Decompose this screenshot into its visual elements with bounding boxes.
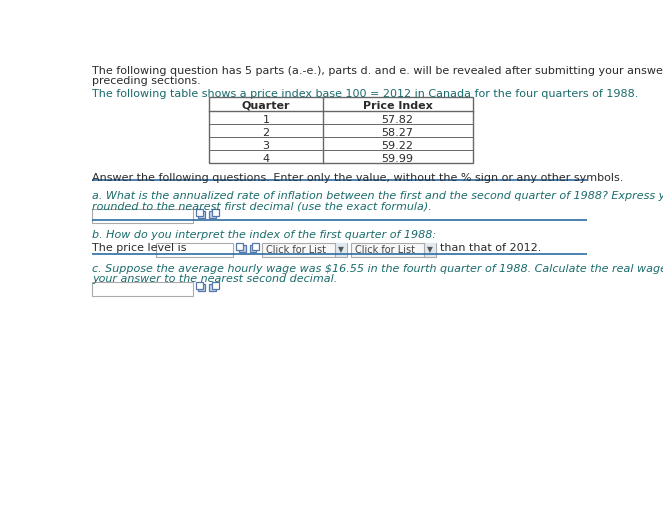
Text: a. What is the annualized rate of inflation between the first and the second qua: a. What is the annualized rate of inflat… [92,191,663,201]
FancyBboxPatch shape [351,243,436,257]
FancyBboxPatch shape [210,211,216,218]
FancyBboxPatch shape [211,282,219,289]
Text: 3: 3 [263,141,269,151]
FancyBboxPatch shape [92,209,193,223]
FancyBboxPatch shape [196,209,203,216]
FancyBboxPatch shape [249,245,257,252]
FancyBboxPatch shape [236,243,243,250]
Text: Click for List: Click for List [266,245,326,254]
Text: than that of 2012.: than that of 2012. [440,243,542,253]
Text: 59.22: 59.22 [382,141,414,151]
Text: ▼: ▼ [338,245,344,254]
Text: Answer the following questions. Enter only the value, without the % sign or any : Answer the following questions. Enter on… [92,173,623,183]
FancyBboxPatch shape [424,243,436,257]
Text: Click for List: Click for List [355,245,415,254]
FancyBboxPatch shape [239,245,245,252]
FancyBboxPatch shape [196,282,203,289]
Text: rounded to the nearest first decimal (use the exact formula).: rounded to the nearest first decimal (us… [92,201,432,211]
Text: your answer to the nearest second decimal.: your answer to the nearest second decima… [92,274,337,285]
Text: 4: 4 [263,154,269,164]
FancyBboxPatch shape [92,282,193,296]
FancyBboxPatch shape [335,243,347,257]
Text: The price level is: The price level is [92,243,187,253]
Text: 2: 2 [263,128,269,138]
Text: 59.99: 59.99 [382,154,414,164]
FancyBboxPatch shape [211,209,219,216]
Bar [210,97,473,163]
Text: The following question has 5 parts (a.-e.), parts d. and e. will be revealed aft: The following question has 5 parts (a.-e… [92,67,663,76]
FancyBboxPatch shape [198,211,206,218]
FancyBboxPatch shape [210,285,216,291]
Text: c. Suppose the average hourly wage was $16.55 in the fourth quarter of 1988. Cal: c. Suppose the average hourly wage was $… [92,264,663,274]
Text: Price Index: Price Index [363,101,432,111]
Text: 1: 1 [263,115,269,125]
FancyBboxPatch shape [252,243,259,250]
FancyBboxPatch shape [262,243,347,257]
Text: b. How do you interpret the index of the first quarter of 1988:: b. How do you interpret the index of the… [92,231,436,240]
Text: ▼: ▼ [427,245,433,254]
Text: 57.82: 57.82 [382,115,414,125]
FancyBboxPatch shape [198,285,206,291]
Text: Quarter: Quarter [241,101,290,111]
Text: The following table shows a price index base 100 = 2012 in Canada for the four q: The following table shows a price index … [92,89,638,99]
Text: 58.27: 58.27 [382,128,414,138]
FancyBboxPatch shape [156,243,233,257]
Text: preceding sections.: preceding sections. [92,76,201,87]
